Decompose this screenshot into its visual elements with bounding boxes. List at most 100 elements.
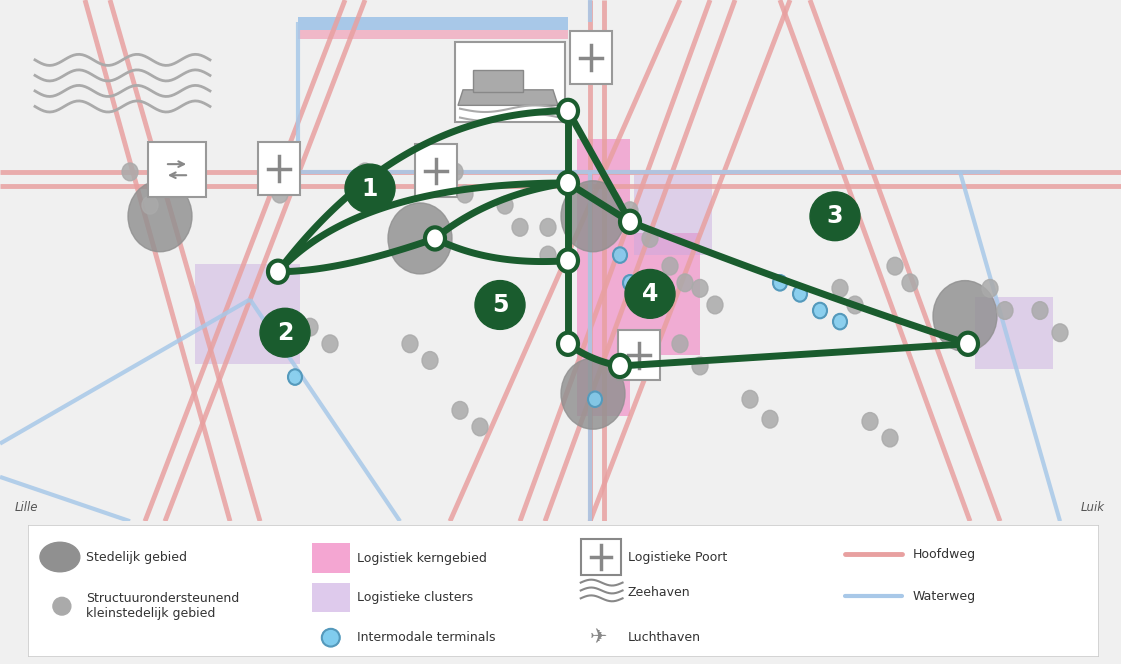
Text: Intermodale terminals: Intermodale terminals — [356, 631, 495, 644]
Circle shape — [457, 185, 473, 203]
Circle shape — [862, 412, 878, 430]
Circle shape — [272, 185, 288, 203]
Text: 1: 1 — [362, 177, 378, 201]
Text: Luik: Luik — [1081, 501, 1105, 515]
Circle shape — [302, 318, 318, 336]
Bar — [975, 297, 1053, 369]
Circle shape — [589, 392, 602, 407]
Text: 2: 2 — [277, 321, 294, 345]
Text: Luchthaven: Luchthaven — [628, 631, 701, 644]
Circle shape — [268, 260, 288, 283]
Circle shape — [388, 203, 452, 274]
Circle shape — [623, 275, 637, 291]
Circle shape — [540, 218, 556, 236]
Bar — [148, 142, 206, 197]
Bar — [581, 539, 621, 575]
Circle shape — [620, 210, 640, 233]
Circle shape — [773, 275, 787, 291]
Circle shape — [692, 280, 708, 297]
Circle shape — [558, 333, 578, 355]
Circle shape — [613, 247, 627, 263]
Text: 4: 4 — [642, 282, 658, 306]
Polygon shape — [458, 90, 558, 106]
Text: Stedelijk gebied: Stedelijk gebied — [86, 550, 187, 564]
Text: Lille: Lille — [15, 501, 38, 515]
Circle shape — [1032, 301, 1048, 319]
Bar — [312, 582, 350, 612]
Bar — [630, 233, 700, 355]
Circle shape — [642, 230, 658, 247]
Text: Logistieke clusters: Logistieke clusters — [356, 591, 473, 604]
Text: 3: 3 — [827, 205, 843, 228]
Circle shape — [622, 202, 638, 220]
Circle shape — [813, 303, 827, 318]
Circle shape — [53, 598, 71, 615]
Circle shape — [982, 280, 998, 297]
Text: Structuurondersteunend
kleinstedelijk gebied: Structuurondersteunend kleinstedelijk ge… — [86, 592, 239, 620]
Circle shape — [762, 410, 778, 428]
Circle shape — [958, 333, 978, 355]
Circle shape — [560, 181, 626, 252]
Text: Waterweg: Waterweg — [912, 590, 975, 603]
Text: ✈: ✈ — [590, 627, 608, 647]
Bar — [577, 139, 630, 416]
Circle shape — [425, 227, 445, 250]
Ellipse shape — [475, 281, 525, 329]
Circle shape — [560, 358, 626, 429]
Circle shape — [671, 335, 688, 353]
Circle shape — [692, 357, 708, 375]
Circle shape — [128, 181, 192, 252]
Bar — [569, 31, 612, 84]
Circle shape — [402, 335, 418, 353]
Circle shape — [356, 163, 373, 181]
Circle shape — [610, 355, 630, 377]
Circle shape — [902, 274, 918, 291]
Bar — [415, 144, 457, 197]
Circle shape — [832, 280, 847, 297]
Circle shape — [707, 296, 723, 314]
Bar — [195, 264, 300, 364]
Bar — [312, 543, 350, 573]
Circle shape — [663, 257, 678, 275]
Text: 5: 5 — [492, 293, 508, 317]
Text: Logistieke Poort: Logistieke Poort — [628, 550, 726, 564]
Circle shape — [421, 351, 438, 369]
Bar — [258, 142, 300, 195]
Circle shape — [447, 163, 463, 181]
Circle shape — [558, 172, 578, 194]
Bar — [455, 42, 565, 122]
Circle shape — [452, 402, 467, 419]
Circle shape — [262, 163, 278, 181]
Text: Zeehaven: Zeehaven — [628, 586, 691, 599]
Circle shape — [512, 218, 528, 236]
Circle shape — [322, 629, 340, 647]
Circle shape — [497, 197, 513, 214]
Circle shape — [847, 296, 863, 314]
Circle shape — [887, 257, 904, 275]
Circle shape — [677, 274, 693, 291]
Text: Hoofdweg: Hoofdweg — [912, 548, 975, 560]
Circle shape — [142, 197, 158, 214]
Circle shape — [322, 335, 339, 353]
Circle shape — [997, 301, 1013, 319]
Circle shape — [882, 429, 898, 447]
Ellipse shape — [810, 192, 860, 240]
Circle shape — [1051, 324, 1068, 341]
Circle shape — [472, 418, 488, 436]
Circle shape — [933, 281, 997, 351]
Text: Logistiek kerngebied: Logistiek kerngebied — [356, 552, 487, 564]
Ellipse shape — [626, 270, 675, 318]
Circle shape — [122, 163, 138, 181]
Circle shape — [742, 390, 758, 408]
Bar — [298, 30, 568, 39]
Bar — [298, 17, 568, 30]
Circle shape — [833, 314, 847, 329]
Bar — [473, 70, 524, 92]
Ellipse shape — [345, 164, 395, 213]
Bar — [618, 331, 660, 380]
Ellipse shape — [260, 308, 311, 357]
Bar — [634, 175, 712, 255]
Circle shape — [793, 286, 807, 301]
Circle shape — [558, 250, 578, 272]
Circle shape — [288, 369, 302, 385]
